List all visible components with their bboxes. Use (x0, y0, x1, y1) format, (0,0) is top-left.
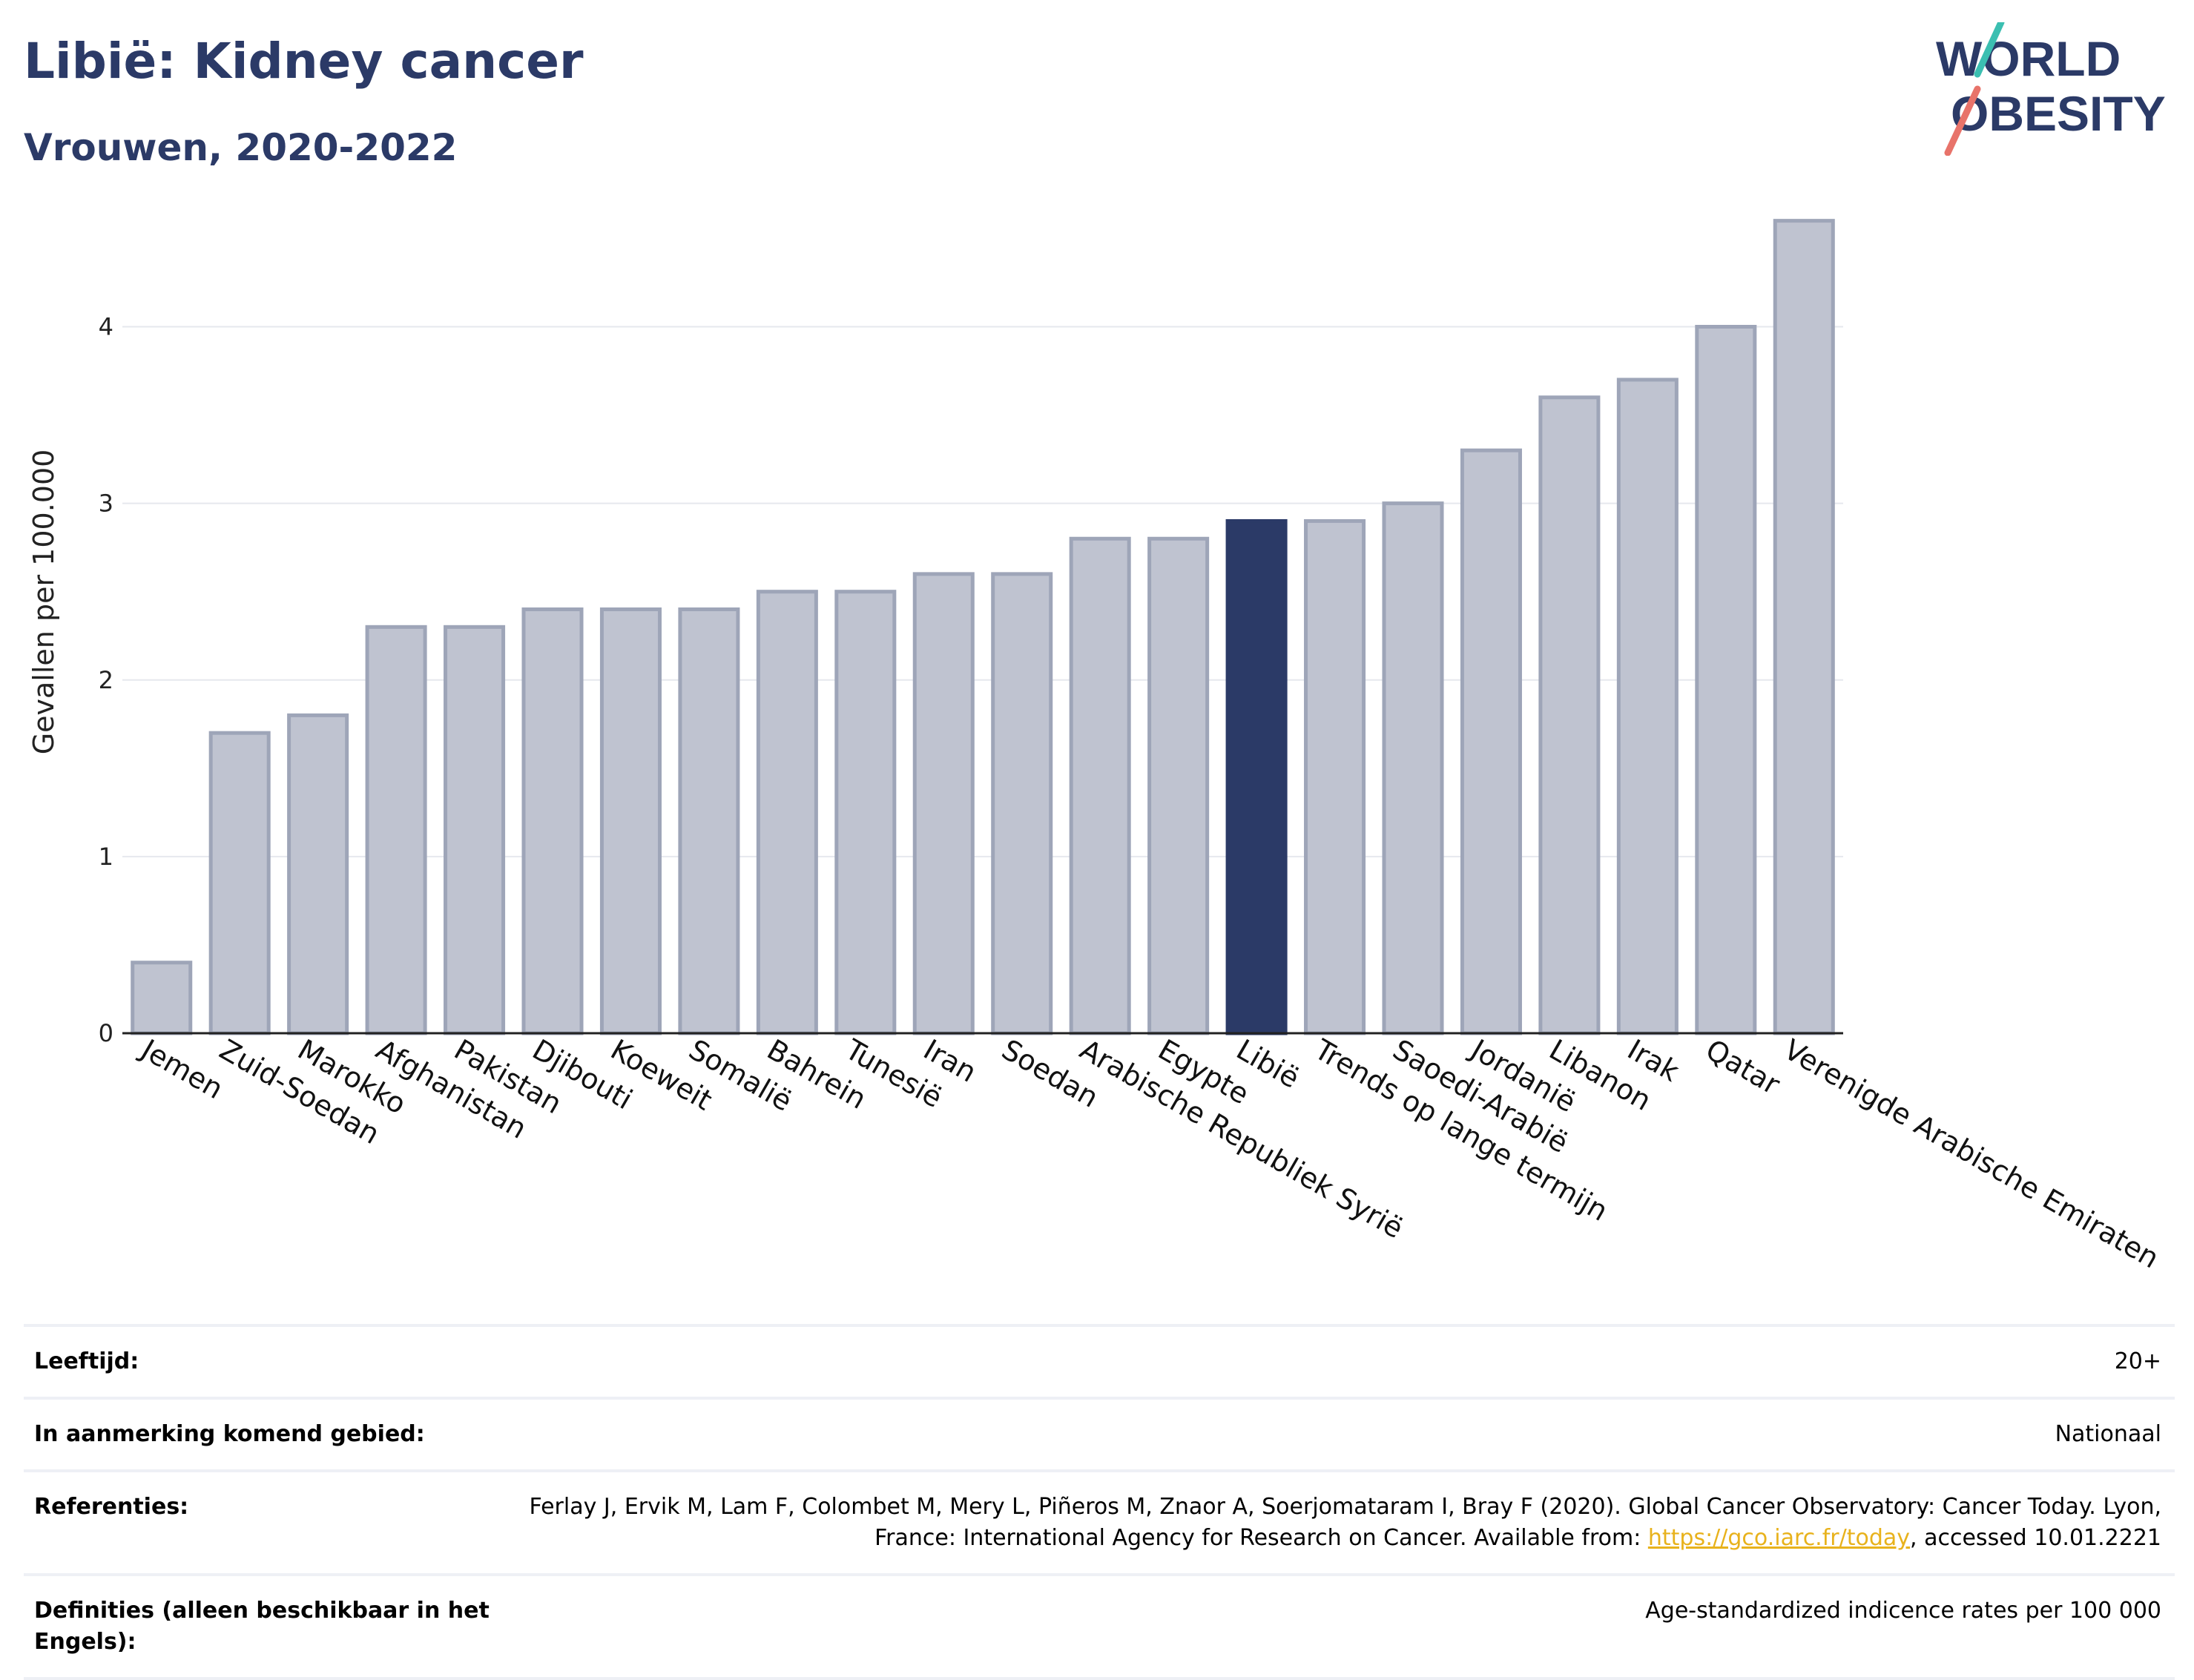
info-label: Leeftijd: (34, 1348, 139, 1374)
bar-9 (834, 590, 897, 1035)
bar-18 (1538, 395, 1601, 1035)
reference-accessed: , accessed 10.01.2221 (1910, 1525, 2161, 1551)
y-tick-label: 1 (99, 843, 113, 871)
bar-19 (1616, 378, 1679, 1035)
logo-slash-teal (1974, 22, 2005, 78)
bar-14 (1225, 518, 1288, 1035)
x-tick-label: Verenigde Arabische Emiraten (1779, 1033, 2164, 1275)
reference-link[interactable]: https://gco.iarc.fr/today (1647, 1525, 1911, 1551)
y-tick-label: 4 (99, 313, 113, 341)
world-obesity-logo: WORLD OBESITY (1936, 22, 2166, 156)
chart-subtitle: Vrouwen, 2020-2022 (24, 126, 458, 169)
info-value: 20+ (2114, 1348, 2161, 1374)
bar-4 (444, 625, 506, 1035)
bar-11 (991, 572, 1053, 1035)
info-label: Referenties: (34, 1494, 189, 1520)
bar-21 (1773, 219, 1835, 1035)
info-value: Ferlay J, Ervik M, Lam F, Colombet M, Me… (509, 1492, 2161, 1554)
info-value: Age-standardized indicence rates per 100… (1645, 1598, 2161, 1624)
x-tick-label: Qatar (1700, 1033, 1785, 1101)
y-tick-label: 3 (99, 490, 113, 518)
bar-6 (599, 607, 662, 1035)
y-tick-label: 2 (99, 666, 113, 694)
info-row-age: Leeftijd: 20+ (24, 1324, 2175, 1397)
bar-0 (131, 961, 193, 1035)
bar-7 (678, 607, 740, 1035)
chart-title: Libië: Kidney cancer (24, 33, 584, 90)
y-tick-label: 0 (99, 1019, 113, 1047)
bar-17 (1460, 448, 1522, 1035)
bar-20 (1695, 325, 1757, 1035)
bar-15 (1304, 518, 1366, 1035)
info-label: Definities (alleen beschikbaar in het En… (34, 1598, 490, 1655)
bar-1 (208, 731, 271, 1035)
info-value: Nationaal (2055, 1421, 2161, 1447)
info-table: Leeftijd: 20+ In aanmerking komend gebie… (24, 1324, 2175, 1680)
info-row-definitions: Definities (alleen beschikbaar in het En… (24, 1573, 2175, 1680)
logo-line2: OBESITY (1951, 86, 2166, 141)
bar-5 (521, 607, 584, 1035)
bar-10 (912, 572, 975, 1035)
x-tick-label: Jemen (134, 1032, 228, 1106)
logo-slash-coral (1944, 85, 1981, 156)
y-axis-label: Gevallen per 100.000 (27, 449, 60, 755)
bar-3 (365, 625, 427, 1035)
info-label: In aanmerking komend gebied: (34, 1421, 425, 1447)
bar-8 (756, 590, 818, 1035)
bar-13 (1147, 536, 1210, 1035)
reference-text: Ferlay J, Ervik M, Lam F, Colombet M, Me… (529, 1494, 2161, 1551)
logo-line1: WORLD (1936, 31, 2121, 86)
bar-16 (1382, 501, 1444, 1035)
info-row-area: In aanmerking komend gebied: Nationaal (24, 1397, 2175, 1469)
bar-2 (287, 713, 349, 1035)
info-row-references: Referenties: Ferlay J, Ervik M, Lam F, C… (24, 1469, 2175, 1573)
bar-12 (1069, 536, 1131, 1035)
